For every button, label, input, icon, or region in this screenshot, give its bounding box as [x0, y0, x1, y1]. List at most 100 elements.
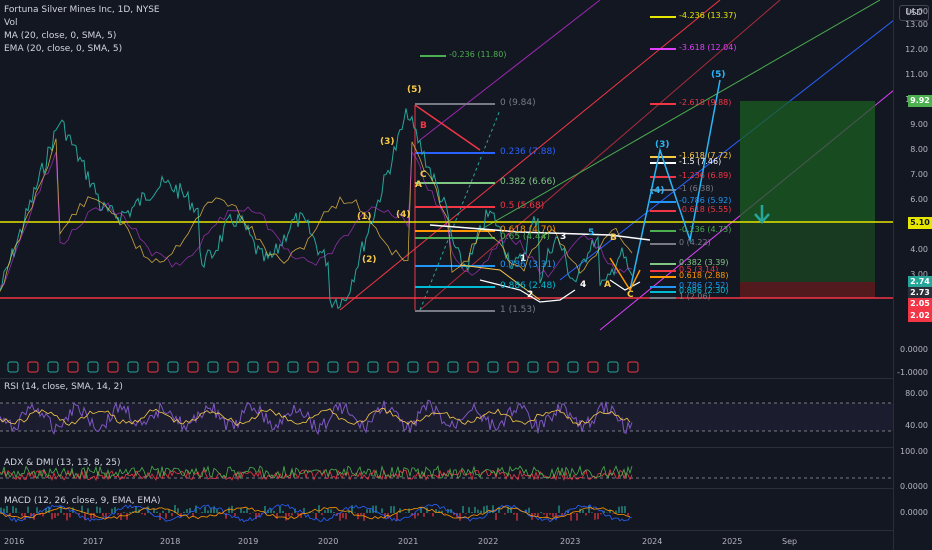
- earnings-marker: [187, 361, 199, 373]
- macd-histogram-bar: [210, 508, 212, 513]
- wave-label[interactable]: B: [420, 121, 427, 131]
- wave-label[interactable]: 5: [588, 228, 595, 238]
- fib-ext-label: -1.236 (6.89): [679, 171, 732, 180]
- wave-label[interactable]: 2: [527, 290, 534, 300]
- macd-histogram-bar: [498, 506, 500, 513]
- macd-histogram-bar: [192, 513, 194, 517]
- price-tick: 3.00: [910, 270, 928, 279]
- fib-ext-label: -0.618 (5.55): [679, 205, 732, 214]
- macd-histogram-bar: [228, 507, 230, 513]
- wave-label[interactable]: A: [415, 180, 422, 190]
- macd-histogram-bar: [348, 510, 350, 513]
- price-tag: 2.74: [908, 276, 932, 288]
- adx-legend[interactable]: ADX & DMI (13, 13, 8, 25): [4, 458, 121, 468]
- macd-histogram-bar: [477, 509, 479, 513]
- macd-histogram-bar: [426, 507, 428, 513]
- macd-legend[interactable]: MACD (12, 26, close, 9, EMA, EMA): [4, 496, 161, 506]
- macd-histogram-bar: [408, 508, 410, 513]
- fib-ext-label: -1.5 (7.46): [679, 157, 722, 166]
- wave-label[interactable]: 4: [580, 280, 587, 290]
- macd-histogram-bar: [297, 513, 299, 516]
- price-tag: 2.05: [908, 298, 932, 310]
- earnings-marker: [407, 361, 419, 373]
- wave-label[interactable]: 3: [560, 232, 567, 242]
- wave-label[interactable]: A: [604, 280, 611, 290]
- macd-histogram-bar: [204, 506, 206, 513]
- wave-label[interactable]: (5): [407, 85, 422, 95]
- wave-label[interactable]: (3): [380, 137, 395, 147]
- time-tick: 2023: [560, 537, 581, 546]
- rsi-legend[interactable]: RSI (14, close, SMA, 14, 2): [4, 382, 123, 392]
- macd-histogram-bar: [486, 505, 488, 513]
- macd-histogram-bar: [219, 513, 221, 515]
- wave-label[interactable]: (4): [650, 186, 665, 196]
- fib-level-label: 0.618 (4.70): [500, 225, 556, 235]
- earnings-marker: [267, 361, 279, 373]
- macd-histogram-bar: [618, 506, 620, 513]
- macd-histogram-bar: [441, 510, 443, 513]
- macd-histogram-bar: [399, 508, 401, 513]
- fib-level-label: 0 (9.84): [500, 98, 536, 108]
- macd-histogram-bar: [318, 505, 320, 513]
- macd-histogram-bar: [462, 505, 464, 513]
- pane-separator[interactable]: [0, 530, 894, 531]
- fib-ext-label: 1 (2.06): [679, 292, 711, 301]
- macd-histogram-bar: [324, 510, 326, 513]
- macd-histogram-bar: [60, 505, 62, 513]
- wave-label[interactable]: (3): [655, 140, 670, 150]
- macd-histogram-bar: [474, 506, 476, 513]
- macd-histogram-bar: [582, 509, 584, 513]
- macd-histogram-bar: [225, 513, 227, 519]
- price-chart[interactable]: [0, 0, 894, 550]
- macd-histogram-bar: [558, 505, 560, 513]
- macd-histogram-bar: [573, 513, 575, 514]
- macd-histogram-bar: [555, 513, 557, 519]
- macd-histogram-bar: [354, 512, 356, 513]
- macd-histogram-bar: [525, 509, 527, 513]
- macd-histogram-bar: [180, 513, 182, 518]
- macd-histogram-bar: [42, 513, 44, 517]
- ema-legend[interactable]: EMA (20, close, 0, SMA, 5): [4, 44, 123, 54]
- macd-histogram-bar: [363, 513, 365, 521]
- macd-histogram-bar: [543, 513, 545, 515]
- time-tick: 2017: [83, 537, 104, 546]
- wave-label[interactable]: 1: [520, 254, 527, 264]
- macd-histogram-bar: [174, 505, 176, 513]
- pane-separator[interactable]: [0, 447, 894, 448]
- vol-legend[interactable]: Vol: [4, 18, 18, 28]
- macd-histogram-bar: [600, 513, 602, 515]
- wave-label[interactable]: (2): [362, 255, 377, 265]
- macd-histogram-bar: [255, 513, 257, 519]
- wave-label[interactable]: C: [627, 290, 634, 300]
- earnings-marker: [467, 361, 479, 373]
- price-tag: 2.73: [908, 287, 932, 299]
- indicator-tick: 0.0000: [900, 345, 928, 354]
- wave-label[interactable]: (1): [357, 212, 372, 222]
- currency-button[interactable]: USD: [899, 5, 929, 21]
- macd-histogram-bar: [507, 506, 509, 513]
- macd-histogram-bar: [258, 513, 260, 517]
- fib-level-label: 0.886 (2.48): [500, 281, 556, 291]
- macd-histogram-bar: [165, 513, 167, 519]
- wave-label[interactable]: C: [420, 170, 427, 180]
- price-axis[interactable]: USD 14.0013.0012.0011.0010.009.008.007.0…: [893, 0, 932, 550]
- macd-histogram-bar: [438, 510, 440, 513]
- macd-histogram-bar: [432, 513, 434, 517]
- macd-histogram-bar: [495, 513, 497, 521]
- pane-separator[interactable]: [0, 488, 894, 489]
- earnings-marker: [527, 361, 539, 373]
- wave-label[interactable]: B: [610, 233, 617, 243]
- wave-label[interactable]: (5): [711, 70, 726, 80]
- pane-separator[interactable]: [0, 378, 894, 379]
- macd-histogram-bar: [45, 507, 47, 513]
- symbol-title[interactable]: Fortuna Silver Mines Inc, 1D, NYSE: [4, 5, 160, 15]
- macd-histogram-bar: [468, 507, 470, 513]
- earnings-marker: [207, 361, 219, 373]
- fib-level-label: 0.5 (5.68): [500, 201, 545, 211]
- ma-legend[interactable]: MA (20, close, 0, SMA, 5): [4, 31, 117, 41]
- wave-label[interactable]: (4): [396, 210, 411, 220]
- macd-histogram-bar: [375, 505, 377, 513]
- price-tick: 12.00: [905, 45, 928, 54]
- macd-histogram-bar: [0, 507, 2, 513]
- indicator-tick: 0.0000: [900, 508, 928, 517]
